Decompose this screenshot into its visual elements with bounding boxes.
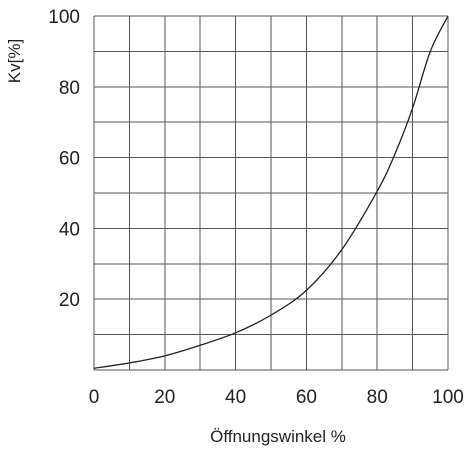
- y-tick-label: 20: [59, 290, 80, 311]
- x-tick-label: 80: [367, 387, 388, 408]
- grid: [93, 15, 449, 371]
- x-tick-label: 100: [432, 387, 464, 408]
- series-line: [93, 15, 449, 369]
- x-tick-label: 40: [225, 387, 246, 408]
- series-layer: [93, 15, 449, 369]
- x-tick-label: 0: [89, 387, 100, 408]
- y-tick-label: 40: [59, 219, 80, 240]
- x-axis-label: Öffnungswinkel %: [210, 427, 346, 446]
- y-tick-label: 100: [48, 7, 80, 28]
- y-tick-label: 80: [59, 78, 80, 99]
- x-tick-label: 20: [154, 387, 175, 408]
- x-tick-label: 60: [296, 387, 317, 408]
- tick-labels: 0 20 40 60 80 100 20 40 60 80 100: [48, 7, 464, 408]
- y-tick-label: 60: [59, 149, 80, 170]
- y-axis-label: Kv[%]: [5, 39, 24, 83]
